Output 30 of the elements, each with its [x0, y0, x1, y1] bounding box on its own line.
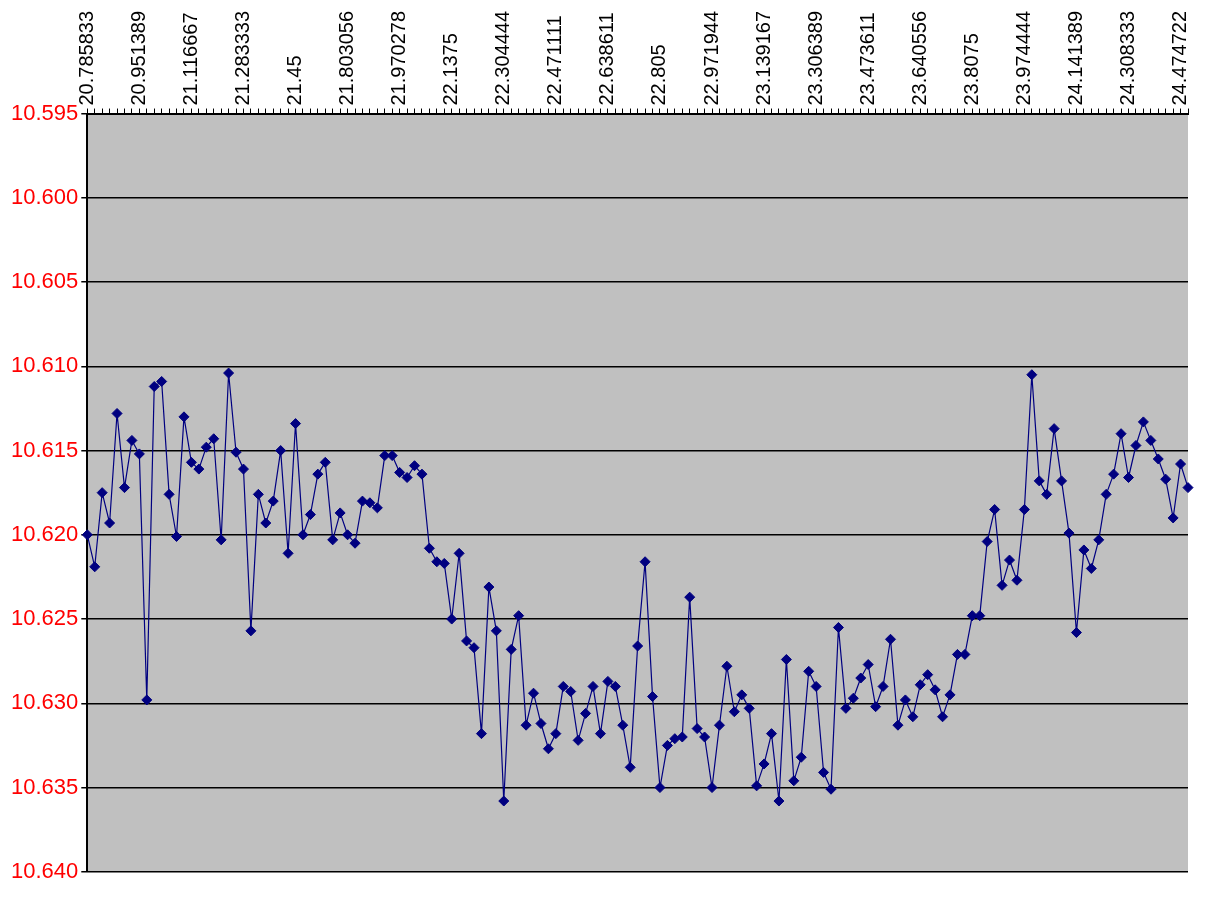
x-tick-label: 23.473611: [855, 12, 878, 106]
y-tick-label: 10.625: [10, 605, 79, 631]
x-tick-label: 24.474722: [1168, 10, 1191, 106]
y-tick-label: 10.640: [10, 857, 79, 883]
y-tick-label: 10.635: [10, 773, 79, 799]
x-tick-label: 21.116667: [178, 12, 201, 106]
y-tick-label: 10.600: [10, 183, 79, 209]
x-tick-label: 22.1375: [439, 33, 462, 106]
x-tick-label: 22.471111: [543, 15, 566, 106]
x-tick-label: 21.803056: [335, 10, 358, 106]
x-tick-label: 24.141389: [1063, 10, 1086, 106]
x-tick-label: 23.8075: [959, 33, 982, 106]
x-tick-label: 23.640556: [907, 10, 930, 106]
x-tick-label: 23.139167: [751, 10, 774, 106]
x-tick-label: 22.304444: [491, 10, 514, 106]
x-tick-label: 22.805: [647, 44, 670, 106]
x-tick-label: 22.971944: [699, 10, 722, 106]
x-tick-label: 20.951389: [126, 10, 149, 106]
y-tick-label: 10.610: [10, 352, 79, 378]
y-tick-label: 10.605: [10, 268, 79, 294]
y-tick-label: 10.615: [10, 436, 79, 462]
x-tick-label: 23.306389: [803, 10, 826, 106]
x-tick-label: 22.638611: [595, 12, 618, 106]
x-tick-label: 24.308333: [1116, 10, 1139, 106]
x-tick-label: 23.974444: [1011, 10, 1034, 106]
x-tick-label: 21.45: [283, 55, 306, 106]
x-tick-label: 21.283333: [230, 10, 253, 106]
y-tick-label: 10.630: [10, 689, 79, 715]
y-tick-label: 10.620: [10, 520, 79, 546]
x-tick-label: 21.970278: [387, 10, 410, 106]
